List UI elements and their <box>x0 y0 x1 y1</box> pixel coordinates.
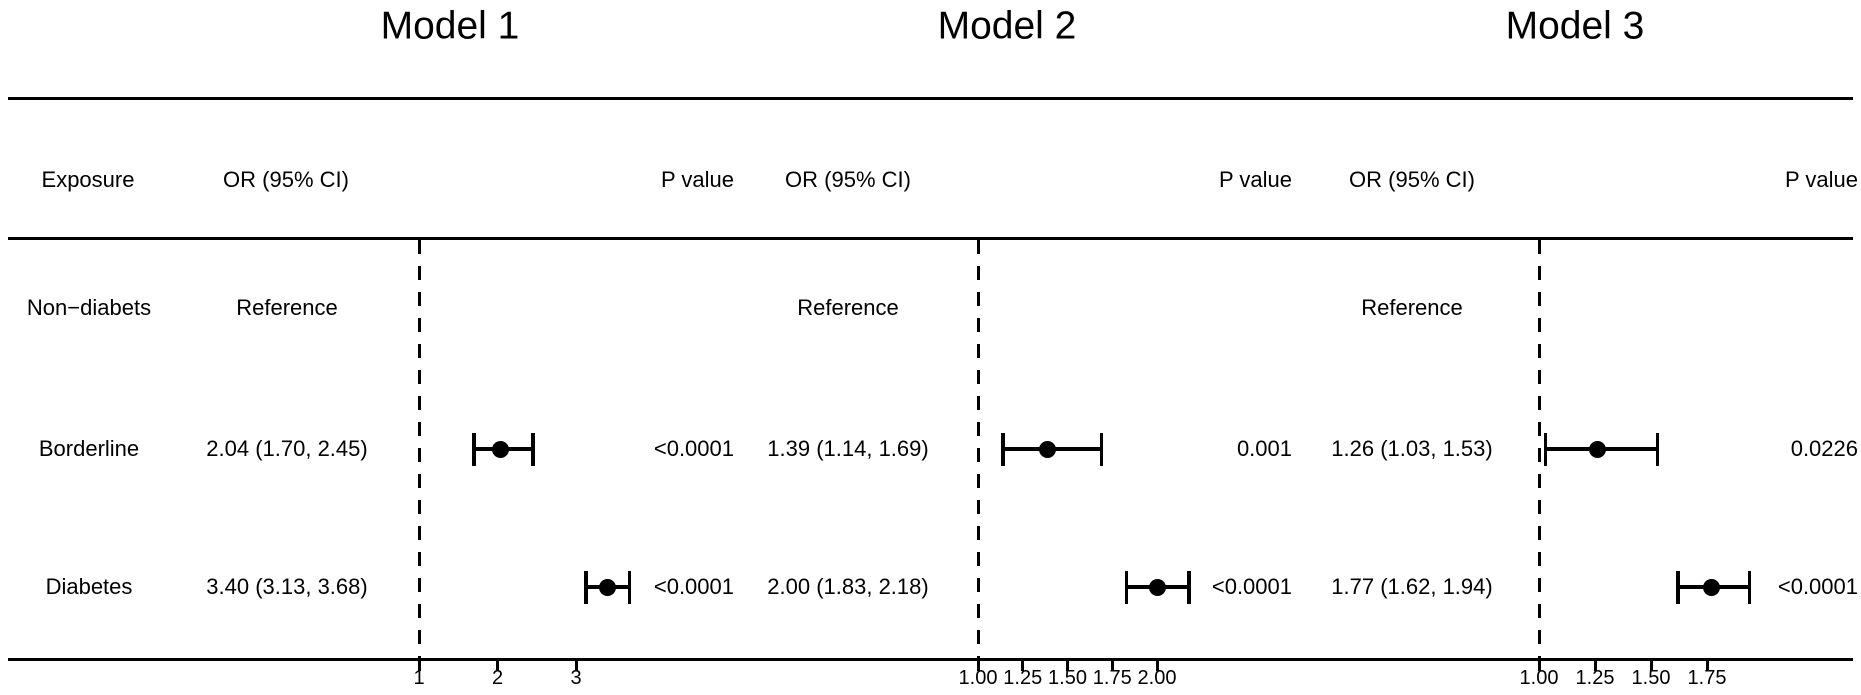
model-3-axis-tick <box>1705 658 1709 671</box>
ci-point-estimate <box>492 440 510 458</box>
ci-point-estimate <box>1588 440 1606 458</box>
ci-point-estimate <box>1702 578 1720 596</box>
or-ci-value: 1.26 (1.03, 1.53) <box>1331 436 1493 461</box>
model-3-axis-tick-label: 1.50 <box>1631 667 1671 689</box>
model-3-title: Model 3 <box>1505 4 1645 48</box>
model-3-axis-tick <box>1649 658 1653 671</box>
or-ci-value: 3.40 (3.13, 3.68) <box>206 574 368 599</box>
ci-point-estimate <box>1039 440 1057 458</box>
model-2-or-header: OR (95% CI) <box>785 167 911 192</box>
model-1-axis-tick <box>496 658 499 671</box>
model-1-axis-tick <box>574 658 578 671</box>
exposure-label: Diabetes <box>45 574 133 599</box>
exposure-header: Exposure <box>41 167 135 192</box>
model-1-axis-tick-label: 2 <box>491 667 504 689</box>
or-ci-value: Reference <box>1361 295 1463 320</box>
ci-cap-right <box>1655 432 1660 466</box>
exposure-label: Borderline <box>38 436 140 461</box>
model-2-axis-tick-label: 1.50 <box>1048 667 1087 689</box>
ci-cap-left <box>1676 570 1680 604</box>
model-2-axis-tick <box>1021 658 1025 671</box>
model-3-axis-tick-label: 1.25 <box>1575 667 1615 689</box>
p-value: <0.0001 <box>1211 574 1292 599</box>
model-1-axis-tick <box>417 658 421 671</box>
model-2-reference-line <box>976 240 980 658</box>
axis-rule <box>8 658 1853 661</box>
model-2-axis-tick <box>1155 658 1159 671</box>
model-2-axis-tick <box>976 658 980 671</box>
model-3-axis-tick <box>1537 658 1541 671</box>
or-ci-value: Reference <box>797 295 899 320</box>
ci-cap-right <box>627 570 632 604</box>
model-3-or-header: OR (95% CI) <box>1349 167 1475 192</box>
model-2-title: Model 2 <box>937 4 1077 48</box>
model-1-title: Model 1 <box>380 4 520 48</box>
model-3-p-header: P value <box>1785 167 1858 192</box>
model-1-p-header: P value <box>661 167 734 192</box>
model-1-axis-tick-label: 1 <box>413 667 425 689</box>
exposure-label: Non−diabets <box>26 295 152 320</box>
or-ci-value: 2.00 (1.83, 2.18) <box>767 574 929 599</box>
model-1-reference-line <box>417 240 421 658</box>
model-2-axis-tick-label: 2.00 <box>1137 667 1177 689</box>
or-ci-value: 2.04 (1.70, 2.45) <box>206 436 368 461</box>
ci-cap-left <box>584 570 588 604</box>
top-rule <box>8 97 1853 100</box>
p-value: <0.0001 <box>653 574 734 599</box>
ci-cap-right <box>1187 570 1191 604</box>
ci-cap-left <box>1001 432 1005 466</box>
ci-cap-right <box>1747 570 1752 604</box>
ci-cap-right <box>531 432 535 466</box>
model-2-axis-tick-label: 1.00 <box>958 667 998 689</box>
model-2-axis-tick-label: 1.25 <box>1003 667 1043 689</box>
ci-cap-left <box>1543 432 1548 466</box>
model-3-reference-line <box>1537 240 1541 658</box>
or-ci-value: 1.39 (1.14, 1.69) <box>767 436 929 461</box>
p-value: <0.0001 <box>653 436 734 461</box>
model-3-axis-tick-label: 1.00 <box>1519 667 1559 689</box>
p-value: <0.0001 <box>1777 574 1858 599</box>
model-3-axis-tick <box>1593 658 1597 671</box>
model-1-axis-tick-label: 3 <box>570 667 582 689</box>
p-value: 0.0226 <box>1790 436 1858 461</box>
or-ci-value: Reference <box>236 295 338 320</box>
header-rule <box>8 237 1853 240</box>
model-2-p-header: P value <box>1219 167 1292 192</box>
p-value: 0.001 <box>1236 436 1292 461</box>
ci-point-estimate <box>1148 578 1166 596</box>
ci-point-estimate <box>598 578 616 596</box>
model-1-or-header: OR (95% CI) <box>223 167 349 192</box>
model-2-axis-tick-label: 1.75 <box>1092 667 1132 689</box>
ci-cap-left <box>472 432 476 466</box>
model-3-axis-tick-label: 1.75 <box>1687 667 1727 689</box>
model-2-axis-tick <box>1110 658 1114 671</box>
model-2-axis-tick <box>1066 658 1069 671</box>
ci-cap-left <box>1124 570 1129 604</box>
ci-cap-right <box>1099 432 1104 466</box>
or-ci-value: 1.77 (1.62, 1.94) <box>1331 574 1493 599</box>
